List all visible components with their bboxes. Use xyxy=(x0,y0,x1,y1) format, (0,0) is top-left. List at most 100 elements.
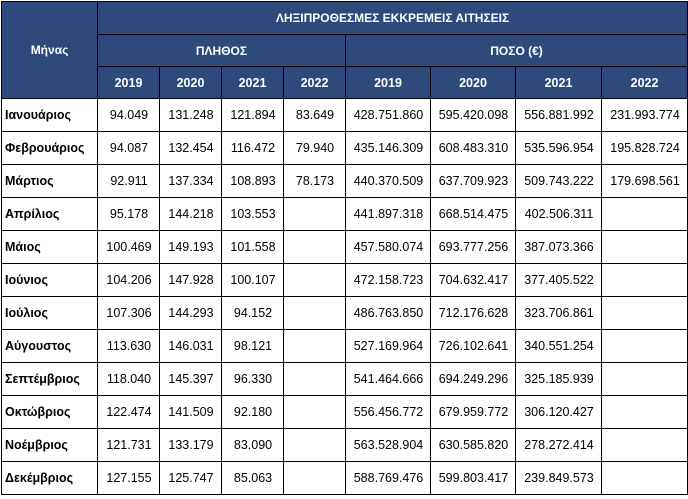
table-row: Ιούνιος 104.206 147.928 100.107 472.158.723 7… xyxy=(1,263,688,297)
count-cell xyxy=(283,428,346,462)
count-cell: 146.031 xyxy=(159,329,222,363)
table-row: Νοέμβριος 121.731 133.179 83.090 563.528.904… xyxy=(1,428,688,462)
amount-year-header: 2022 xyxy=(600,66,688,99)
amount-cell: 231.993.774 xyxy=(600,98,688,132)
table-row: Μάρτιος 92.911 137.334 108.893 78.173 440.370… xyxy=(1,164,688,198)
count-cell: 92.911 xyxy=(97,164,160,198)
amount-cell: 306.120.427 xyxy=(515,395,602,429)
count-year-header: 2019 xyxy=(97,66,160,99)
amount-cell xyxy=(600,329,688,363)
count-cell: 98.121 xyxy=(221,329,284,363)
amount-cell: 472.158.723 xyxy=(345,263,431,297)
amount-cell: 435.146.309 xyxy=(345,131,431,165)
month-cell: Ιούνιος xyxy=(1,263,98,297)
count-cell: 83.649 xyxy=(283,98,346,132)
month-cell: Ιούλιος xyxy=(1,296,98,330)
table-row: Ιανουάριος 94.049 131.248 121.894 83.649 428.… xyxy=(1,98,688,132)
amount-cell xyxy=(600,362,688,396)
count-cell: 104.206 xyxy=(97,263,160,297)
count-group-header: ΠΛΗΘΟΣ xyxy=(97,34,346,67)
count-cell: 149.193 xyxy=(159,230,222,264)
count-cell xyxy=(283,395,346,429)
amount-cell: 486.763.850 xyxy=(345,296,431,330)
amount-cell: 556.881.992 xyxy=(515,98,602,132)
amount-cell: 402.506.311 xyxy=(515,197,602,231)
count-cell: 101.558 xyxy=(221,230,284,264)
count-cell: 116.472 xyxy=(221,131,284,165)
count-cell xyxy=(283,230,346,264)
amount-cell: 693.777.256 xyxy=(430,230,516,264)
amount-cell: 509.743.222 xyxy=(515,164,602,198)
count-cell: 141.509 xyxy=(159,395,222,429)
table-row: Φεβρουάριος 94.087 132.454 116.472 79.940 435… xyxy=(1,131,688,165)
amount-cell xyxy=(600,197,688,231)
count-cell: 147.928 xyxy=(159,263,222,297)
amount-cell: 704.632.417 xyxy=(430,263,516,297)
table-row: Σεπτέμβριος 118.040 145.397 96.330 541.464.6… xyxy=(1,362,688,396)
month-cell: Ιανουάριος xyxy=(1,98,98,132)
count-cell: 94.049 xyxy=(97,98,160,132)
amount-cell: 440.370.509 xyxy=(345,164,431,198)
amount-cell xyxy=(600,395,688,429)
count-cell: 94.087 xyxy=(97,131,160,165)
count-cell: 94.152 xyxy=(221,296,284,330)
count-cell: 103.553 xyxy=(221,197,284,231)
table-title: ΛΗΞΙΠΡΟΘΕΣΜΕΣ ΕΚΚΡΕΜΕΙΣ ΑΙΤΗΣΕΙΣ xyxy=(96,1,688,35)
table-header: Μήνας ΛΗΞΙΠΡΟΘΕΣΜΕΣ ΕΚΚΡΕΜΕΙΣ ΑΙΤΗΣΕΙΣ Π… xyxy=(1,1,688,99)
amount-cell: 428.751.860 xyxy=(345,98,431,132)
count-cell: 96.330 xyxy=(221,362,284,396)
amount-cell: 441.897.318 xyxy=(345,197,431,231)
count-cell: 107.306 xyxy=(97,296,160,330)
amount-cell: 637.709.923 xyxy=(430,164,516,198)
count-cell: 132.454 xyxy=(159,131,222,165)
table-row: Οκτώβριος 122.474 141.509 92.180 556.456.772… xyxy=(1,395,688,429)
month-cell: Σεπτέμβριος xyxy=(1,362,98,396)
month-cell: Φεβρουάριος xyxy=(1,131,98,165)
amount-cell: 694.249.296 xyxy=(430,362,516,396)
amount-cell: 387.073.366 xyxy=(515,230,602,264)
amount-cell: 278.272.414 xyxy=(515,428,602,462)
month-cell: Οκτώβριος xyxy=(1,395,98,429)
count-cell: 133.179 xyxy=(159,428,222,462)
amount-cell: 726.102.641 xyxy=(430,329,516,363)
amount-year-header: 2019 xyxy=(345,66,431,99)
count-cell xyxy=(283,263,346,297)
amount-cell: 588.769.476 xyxy=(345,461,431,495)
count-cell xyxy=(283,461,346,495)
amount-cell: 527.169.964 xyxy=(345,329,431,363)
count-cell: 95.178 xyxy=(97,197,160,231)
month-cell: Μάρτιος xyxy=(1,164,98,198)
count-cell: 121.894 xyxy=(221,98,284,132)
table-row: Ιούλιος 107.306 144.293 94.152 486.763.850 71… xyxy=(1,296,688,330)
amount-cell: 179.698.561 xyxy=(600,164,688,198)
month-cell: Αύγουστος xyxy=(1,329,98,363)
count-cell xyxy=(283,296,346,330)
amount-cell: 535.596.954 xyxy=(515,131,602,165)
count-cell: 131.248 xyxy=(159,98,222,132)
count-cell: 113.630 xyxy=(97,329,160,363)
count-cell xyxy=(283,197,346,231)
count-cell: 78.173 xyxy=(283,164,346,198)
count-cell: 118.040 xyxy=(97,362,160,396)
month-column-header: Μήνας xyxy=(1,1,98,99)
table-body: Ιανουάριος 94.049 131.248 121.894 83.649 428.… xyxy=(1,98,688,495)
table-row: Αύγουστος 113.630 146.031 98.121 527.169.964… xyxy=(1,329,688,363)
count-year-header: 2020 xyxy=(159,66,222,99)
amount-cell: 608.483.310 xyxy=(430,131,516,165)
amount-cell xyxy=(600,230,688,264)
count-cell: 125.747 xyxy=(159,461,222,495)
count-cell: 83.090 xyxy=(221,428,284,462)
amount-cell: 325.185.939 xyxy=(515,362,602,396)
amount-year-header: 2021 xyxy=(515,66,602,99)
amount-year-header: 2020 xyxy=(430,66,516,99)
table-row: Μάιος 100.469 149.193 101.558 457.580.074 693… xyxy=(1,230,688,264)
month-cell: Δεκέμβριος xyxy=(1,461,98,495)
amount-cell xyxy=(600,296,688,330)
month-cell: Νοέμβριος xyxy=(1,428,98,462)
count-cell: 100.469 xyxy=(97,230,160,264)
count-cell: 127.155 xyxy=(97,461,160,495)
table-row: Δεκέμβριος 127.155 125.747 85.063 588.769.47… xyxy=(1,461,688,495)
count-cell: 85.063 xyxy=(221,461,284,495)
amount-group-header: ΠΟΣΟ (€) xyxy=(344,34,688,67)
